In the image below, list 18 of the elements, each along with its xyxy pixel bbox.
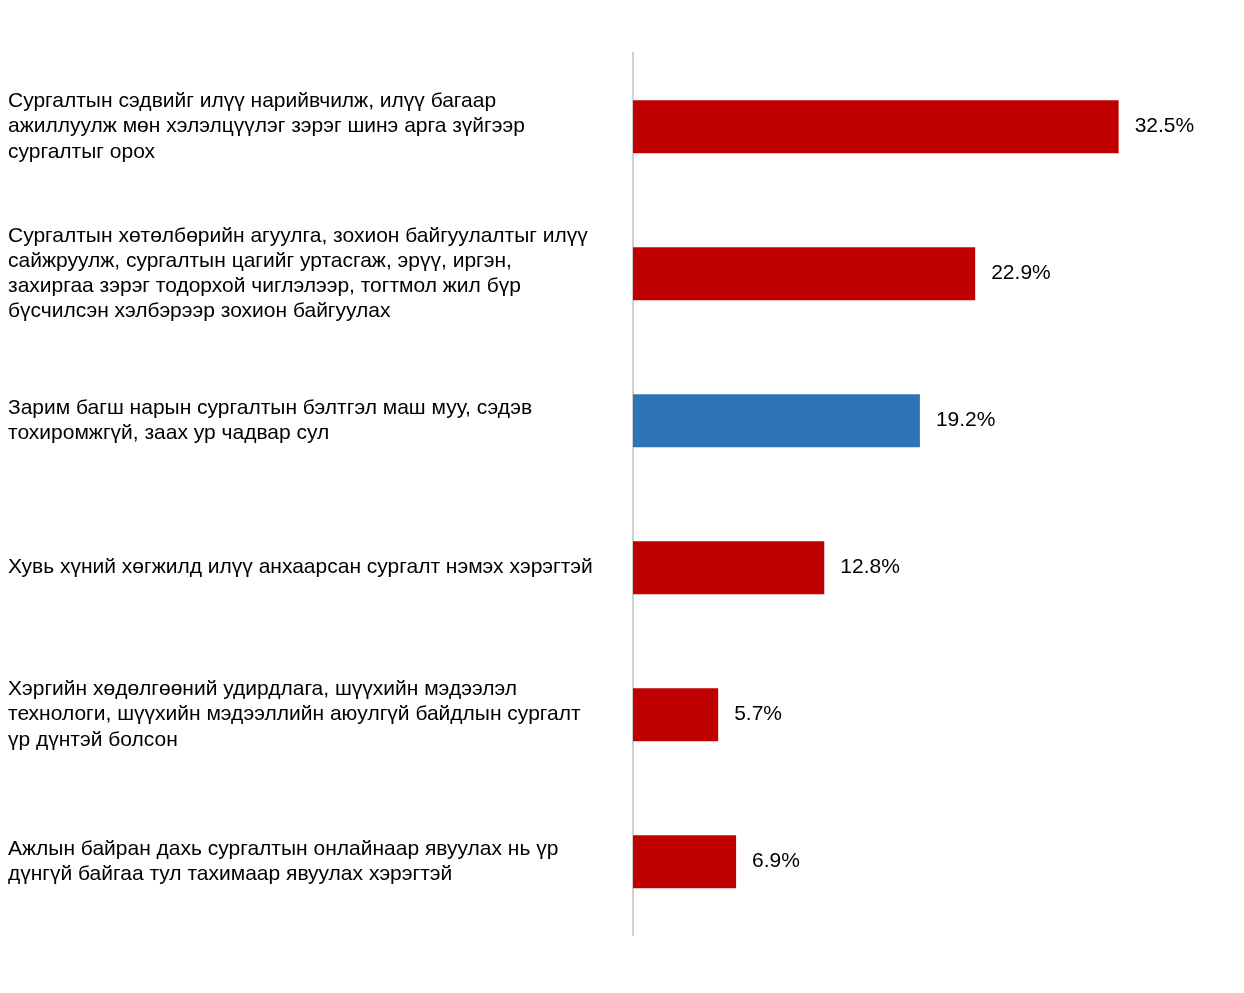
y-tick-label: Хувь хүний хөгжилд илүү анхаарсан сургалт нэмэх хэрэгтэй (8, 554, 593, 578)
data-label: 19.2% (935, 407, 996, 431)
data-label: 5.7% (734, 701, 783, 725)
bar (633, 394, 920, 448)
y-tick-label: Зарим багш нарын сургалтын бэлтгэл маш муу, сэдэв тохиромжгүй, заах ур чадвар сул (8, 394, 533, 444)
y-tick-label: Сургалтын сэдвийг илүү нарийвчилж, илүү багаар ажиллуулж мөн хэлэлцүүлэг зэрэг шинэ арга зүйгээр сургалтыг орох (8, 88, 525, 162)
bar (633, 541, 825, 595)
bar (633, 688, 719, 742)
bar (633, 835, 737, 889)
data-label: 32.5% (1134, 113, 1195, 137)
y-tick-label: Сургалтын хөтөлбөрийн агуулга, зохион байгуулалтыг илүү сайжруулж, сургалтын цагийг уртасгаж, эрүү, иргэн, захиргаа зэрэг тодорхой чиглэлээр, тогтмол жил бүр бүсчилсэн хэлбэрээр зохион байгуулах (8, 222, 589, 322)
bar (633, 100, 1119, 154)
bar (633, 247, 976, 301)
data-label: 12.8% (840, 554, 900, 578)
y-tick-label: Ажлын байран дахь сургалтын онлайнаар явуулах нь үр дүнгүй байгаа тул тахимаар явуулах хэрэгтэй (8, 835, 559, 885)
y-tick-label: Хэргийн хөдөлгөөний удирдлага, шүүхийн мэдээлэл технологи, шүүхийн мэдээллийн аюулгүй байдлын сургалт үр дүнтэй болсон (8, 676, 581, 750)
data-label: 6.9% (752, 848, 800, 872)
data-label: 22.9% (991, 260, 1051, 284)
